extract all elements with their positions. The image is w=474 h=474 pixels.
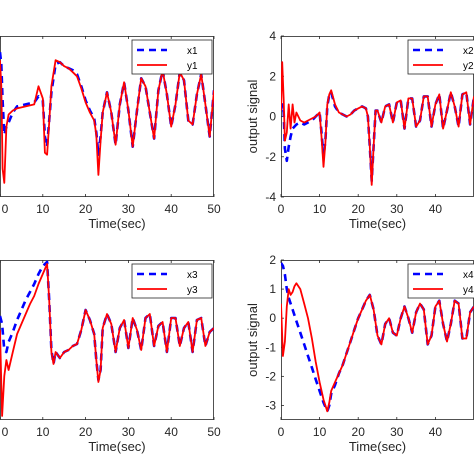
x-tick-label: 30: [390, 202, 404, 216]
legend-label-x4: x4: [463, 270, 474, 281]
legend-label-x2: x2: [463, 46, 474, 57]
plot-frame: [0, 36, 214, 197]
subplot-top-right: 0 10 20 30 40 -4 -2 0 2 4 Time(sec) output signal x2…: [245, 29, 474, 231]
x-tick-label: 30: [122, 202, 136, 216]
legend-label-x1: x1: [187, 46, 198, 57]
y-tick-label: 0: [269, 311, 276, 325]
x-tick-label: 10: [36, 202, 50, 216]
x-tick-label: 30: [390, 425, 404, 439]
series-group: [0, 260, 214, 417]
y-tick-label: -2: [265, 150, 276, 164]
legend-box: [131, 39, 213, 75]
series-line-y1: [0, 59, 214, 184]
x-tick-label: 20: [352, 202, 366, 216]
legend-label-y2: y2: [463, 61, 474, 72]
series-group: [281, 262, 474, 413]
series-line-y3: [0, 263, 214, 417]
y-tick-label: -3: [265, 398, 276, 412]
y-tick-label: 2: [269, 69, 276, 83]
y-tick-label: 2: [269, 253, 276, 267]
y-tick-label: -2: [265, 369, 276, 383]
series-group: [281, 61, 474, 186]
x-tick-label: 10: [36, 425, 50, 439]
x-tick-label: 50: [207, 425, 221, 439]
legend-label-y4: y4: [463, 285, 474, 296]
x-axis-title: Time(sec): [88, 439, 145, 454]
x-tick-label: 40: [429, 202, 443, 216]
legend-box: [407, 263, 474, 299]
x-tick-label: 10: [313, 202, 327, 216]
x-tick-label: 20: [352, 425, 366, 439]
y-axis-title: output signal: [245, 80, 260, 154]
x-tick-label: 40: [165, 425, 179, 439]
legend-label-y3: y3: [187, 285, 198, 296]
x-tick-label: 0: [278, 202, 285, 216]
x-tick-label: 10: [313, 425, 327, 439]
x-tick-label: 20: [79, 202, 93, 216]
x-tick-label: 0: [2, 425, 9, 439]
legend-label-y1: y1: [187, 61, 198, 72]
x-tick-label: 20: [79, 425, 93, 439]
legend-box: [131, 263, 213, 299]
x-axis-title: Time(sec): [88, 216, 145, 231]
series-line-x2: [281, 91, 474, 183]
series-line-y4: [281, 282, 474, 413]
y-tick-label: 1: [269, 282, 276, 296]
subplot-bottom-right: 0 10 20 30 40 -3 -2 -1 0 1 2 Time(sec) output signal…: [245, 253, 474, 454]
series-group: [0, 51, 214, 184]
legend-box: [407, 39, 474, 75]
x-tick-label: 0: [2, 202, 9, 216]
y-tick-label: -4: [265, 190, 276, 204]
x-tick-label: 50: [207, 202, 221, 216]
x-tick-label: 40: [165, 202, 179, 216]
y-tick-label: -1: [265, 340, 276, 354]
x-tick-label: 40: [429, 425, 443, 439]
legend-label-x3: x3: [187, 270, 198, 281]
y-tick-label: 4: [269, 29, 276, 43]
y-axis-title: output signal: [245, 303, 260, 377]
x-axis-title: Time(sec): [349, 216, 406, 231]
y-tick-label: 0: [269, 110, 276, 124]
series-line-y2: [281, 61, 474, 186]
x-tick-label: 0: [278, 425, 285, 439]
x-tick-label: 30: [122, 425, 136, 439]
x-axis-title: Time(sec): [349, 439, 406, 454]
